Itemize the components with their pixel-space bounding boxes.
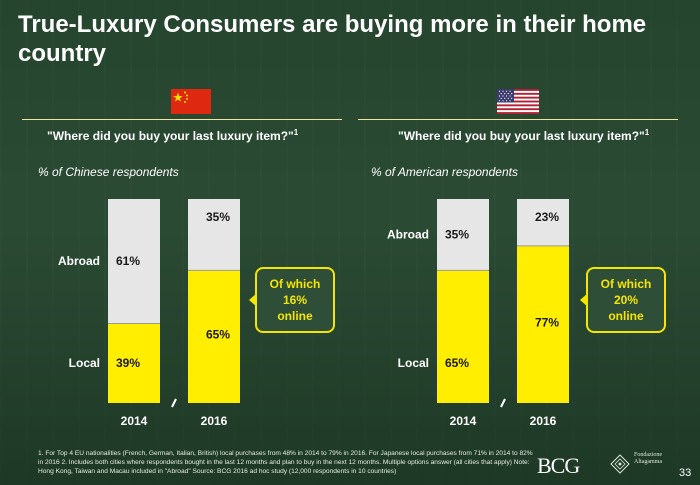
page-title: True-Luxury Consumers are buying more in…	[18, 11, 647, 67]
bar-local-2016	[517, 245, 569, 403]
data-label-abroad-2016: 23%	[535, 210, 559, 224]
online-callout-percent: 20%	[614, 293, 638, 307]
axis-break-mark	[500, 398, 506, 408]
series-label-local: Local	[69, 356, 100, 370]
online-callout-line1: Of which	[601, 277, 652, 291]
data-label-local-2014: 65%	[445, 356, 469, 370]
altagamma-label: Fondazione Altagamma	[634, 452, 662, 465]
data-label-abroad-2014: 61%	[116, 254, 140, 268]
bar-abroad-2014	[108, 199, 160, 324]
year-label-2016: 2016	[530, 414, 557, 428]
usa-flag-icon	[497, 89, 539, 114]
right-question: "Where did you buy your last luxury item…	[398, 128, 649, 143]
online-callout-line3: online	[277, 309, 313, 323]
data-label-local-2016: 77%	[535, 315, 559, 329]
year-label-2014: 2014	[450, 414, 477, 428]
bar-local-2014	[437, 270, 489, 403]
data-label-local-2014: 39%	[116, 356, 140, 370]
data-label-abroad-2016: 35%	[206, 210, 230, 224]
page-number: 33	[679, 467, 692, 479]
series-label-abroad: Abroad	[58, 254, 100, 268]
right-question-footnote-ref: 1	[644, 128, 650, 137]
bar-local-2014	[108, 323, 160, 403]
year-label-2014: 2014	[121, 414, 148, 428]
bar-abroad-2014	[437, 199, 489, 271]
left-header-rule	[22, 119, 342, 120]
left-question-text: "Where did you buy your last luxury item…	[47, 129, 294, 143]
bar-local-2016	[188, 270, 240, 403]
online-callout-percent: 16%	[283, 293, 307, 307]
series-label-local: Local	[398, 356, 429, 370]
data-label-abroad-2014: 35%	[445, 228, 469, 242]
online-callout-pointer	[249, 293, 257, 307]
right-subtitle: % of American respondents	[371, 165, 518, 179]
left-subtitle: % of Chinese respondents	[38, 165, 179, 179]
bcg-logo: BCG	[537, 453, 580, 478]
year-label-2016: 2016	[201, 414, 228, 428]
online-callout-line3: online	[608, 309, 644, 323]
online-callout-pointer	[580, 293, 588, 307]
right-question-text: "Where did you buy your last luxury item…	[398, 129, 645, 143]
footnote: 1. For Top 4 EU nationalities (French, G…	[38, 450, 533, 475]
altagamma-logo-icon	[610, 454, 630, 474]
left-question-footnote-ref: 1	[293, 128, 299, 137]
data-label-local-2016: 65%	[206, 328, 230, 342]
bar-abroad-2016	[188, 199, 240, 271]
left-question: "Where did you buy your last luxury item…	[47, 128, 298, 143]
china-flag-icon	[171, 89, 211, 114]
right-header-rule	[358, 119, 678, 120]
online-callout-line1: Of which	[270, 277, 321, 291]
axis-break-mark	[171, 398, 177, 408]
bar-abroad-2016	[517, 199, 569, 246]
series-label-abroad: Abroad	[387, 228, 429, 242]
